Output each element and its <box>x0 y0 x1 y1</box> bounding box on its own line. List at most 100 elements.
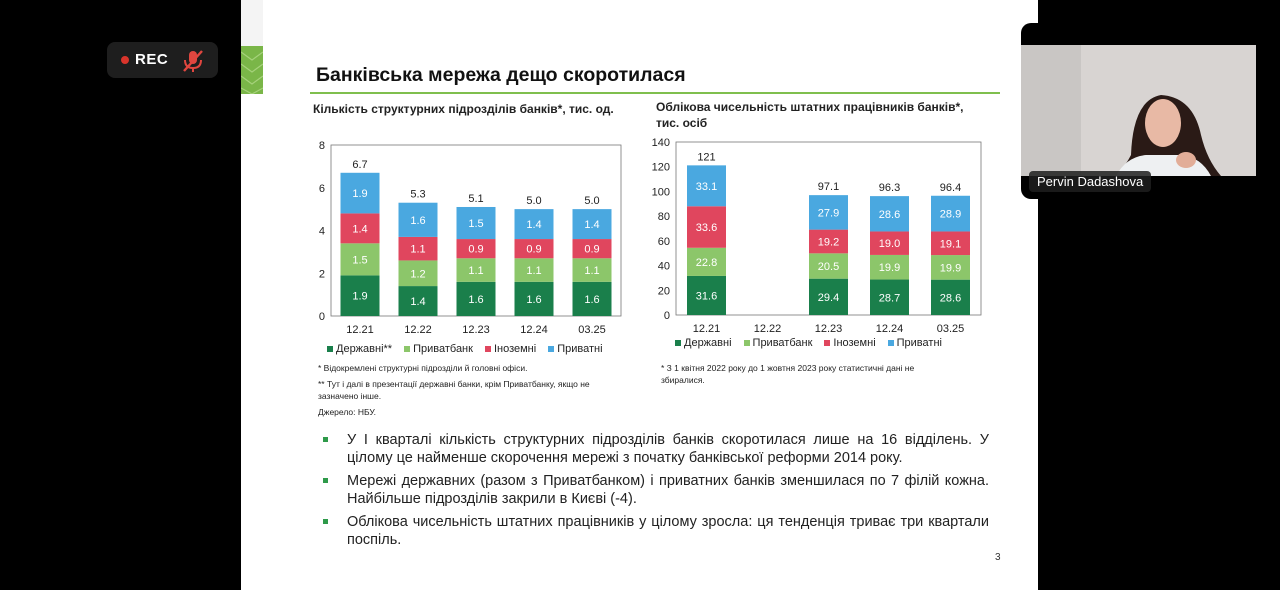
y-tick-label: 8 <box>319 140 325 152</box>
footnote-source: Джерело: НБУ. <box>318 407 377 417</box>
total-label: 121 <box>697 151 715 163</box>
x-tick-label: 12.23 <box>815 323 843 335</box>
data-label: 1.4 <box>526 219 541 231</box>
bar-segment <box>809 278 848 315</box>
bar-segment <box>514 209 554 240</box>
y-tick-label: 100 <box>652 186 670 198</box>
data-label: 28.9 <box>940 209 961 221</box>
data-label: 31.6 <box>696 290 717 302</box>
x-tick-label: 12.21 <box>693 323 721 335</box>
total-label: 96.4 <box>940 182 961 194</box>
data-label: 1.1 <box>526 265 541 277</box>
decorative-stripe <box>241 0 263 94</box>
bar-segment <box>870 279 909 315</box>
participant-video-tile[interactable]: Pervin Dadashova <box>1021 23 1280 199</box>
bar-segment <box>514 239 554 259</box>
data-label: 0.9 <box>468 244 483 256</box>
bar-segment <box>870 196 909 232</box>
data-label: 33.6 <box>696 222 717 234</box>
data-label: 20.5 <box>818 261 839 273</box>
total-label: 96.3 <box>879 182 900 194</box>
total-label: 5.3 <box>410 189 425 201</box>
legend-swatch <box>887 340 894 346</box>
legend-swatch <box>484 346 491 352</box>
bar-segment <box>340 213 380 244</box>
data-label: 19.9 <box>940 262 961 274</box>
total-label: 5.1 <box>468 193 483 205</box>
bar-segment <box>870 254 909 280</box>
bar-segment <box>456 281 496 316</box>
bar-segment <box>931 195 970 232</box>
data-label: 1.4 <box>352 223 367 235</box>
chart-right-title: Облікова чисельність штатних працівників… <box>656 100 964 130</box>
data-label: 1.1 <box>410 244 425 256</box>
footnote-line: зазначено інше. <box>318 391 382 401</box>
data-label: 19.1 <box>940 238 961 250</box>
data-label: 19.9 <box>879 262 900 274</box>
bar-segment <box>572 239 612 259</box>
chart-right-legend: Державні Приватбанк Іноземні Приватні <box>675 337 942 349</box>
page-number: 3 <box>995 552 1001 563</box>
y-tick-label: 20 <box>658 285 670 297</box>
bullet-item: У І кварталі кількість структурних підро… <box>323 431 989 467</box>
bar-segment <box>398 260 438 287</box>
bar-segment <box>931 231 970 256</box>
legend-swatch <box>548 346 555 352</box>
data-label: 0.9 <box>584 244 599 256</box>
x-tick-label: 12.21 <box>346 324 374 335</box>
x-tick-label: 03.25 <box>578 324 606 335</box>
data-label: 19.0 <box>879 238 900 250</box>
data-label: 1.9 <box>352 291 367 303</box>
bar-segment <box>687 247 726 276</box>
footnotes-left: * Відокремлені структурні підрозділи й г… <box>318 362 590 418</box>
bar-segment <box>809 229 848 254</box>
footnote-line: * З 1 квітня 2022 року до 1 жовтня 2023 … <box>661 363 915 373</box>
mic-muted-icon[interactable] <box>180 48 206 74</box>
chart-left-legend: Державні** Приватбанк Іноземні Приватні <box>327 343 603 355</box>
data-label: 27.9 <box>818 207 839 219</box>
bar-segment <box>687 275 726 315</box>
y-tick-label: 60 <box>658 236 670 248</box>
footnote-line: * Відокремлені структурні підрозділи й г… <box>318 363 528 373</box>
data-label: 1.1 <box>468 265 483 277</box>
data-label: 28.6 <box>940 292 961 304</box>
y-tick-label: 80 <box>658 211 670 223</box>
data-label: 1.5 <box>468 218 483 230</box>
y-tick-label: 140 <box>652 137 670 149</box>
bar-segment <box>931 255 970 280</box>
data-label: 33.1 <box>696 181 717 193</box>
y-tick-label: 6 <box>319 183 325 195</box>
footnotes-right: * З 1 квітня 2022 року до 1 жовтня 2023 … <box>661 362 914 386</box>
bar-segment <box>456 239 496 259</box>
data-label: 1.1 <box>584 265 599 277</box>
person-silhouette-icon <box>1021 45 1256 176</box>
record-dot-icon <box>121 56 129 64</box>
data-label: 0.9 <box>526 244 541 256</box>
chart-branches: 0 2 4 6 8 1.9 1.5 1.4 1.9 6.7 12.21 1.4 1.2 1.1 1.6 5.3… <box>319 140 622 335</box>
bar-segment <box>931 279 970 315</box>
bar-segment <box>398 202 438 237</box>
x-tick-label: 12.22 <box>754 323 782 335</box>
bar-segment <box>870 231 909 255</box>
data-label: 1.6 <box>410 215 425 227</box>
legend-item: Приватбанк <box>743 337 812 349</box>
data-label: 1.6 <box>526 294 541 306</box>
bar-segment <box>809 195 848 230</box>
recording-label: REC <box>135 51 169 68</box>
participant-name: Pervin Dadashova <box>1029 171 1152 192</box>
data-label: 19.2 <box>818 236 839 248</box>
bullet-item: Мережі державних (разом з Приватбанком) … <box>323 472 989 508</box>
bar-segment <box>572 209 612 240</box>
legend-label: Приватні <box>557 343 603 355</box>
total-label: 97.1 <box>818 181 839 193</box>
recording-indicator: REC <box>107 42 218 78</box>
bar-segment <box>456 206 496 240</box>
bar-segment <box>572 258 612 282</box>
legend-label: Приватні <box>896 337 942 349</box>
slide-title: Банківська мережа дещо скоротилася <box>316 64 686 86</box>
total-label: 5.0 <box>526 195 541 207</box>
legend-swatch <box>675 340 681 346</box>
data-label: 1.6 <box>468 294 483 306</box>
video-feed <box>1021 45 1256 176</box>
total-label: 6.7 <box>352 159 367 171</box>
